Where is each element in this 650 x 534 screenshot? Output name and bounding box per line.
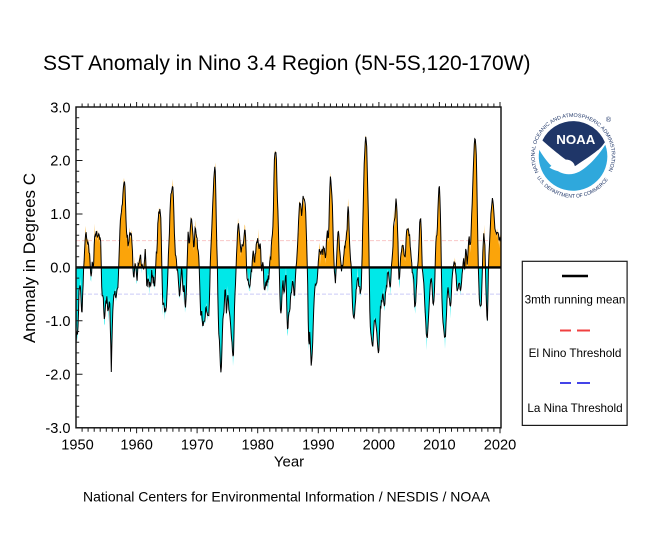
- svg-text:1.0: 1.0: [50, 207, 70, 223]
- svg-text:®: ®: [606, 116, 612, 124]
- svg-text:1970: 1970: [181, 438, 213, 454]
- svg-text:3.0: 3.0: [50, 100, 70, 116]
- svg-text:NOAA: NOAA: [556, 132, 595, 147]
- svg-text:1980: 1980: [241, 438, 273, 454]
- svg-text:Year: Year: [274, 454, 304, 471]
- svg-text:Anomaly in Degrees C: Anomaly in Degrees C: [20, 173, 39, 343]
- svg-text:-3.0: -3.0: [45, 421, 70, 437]
- svg-text:La Nina Threshold: La Nina Threshold: [527, 402, 622, 415]
- svg-text:2010: 2010: [423, 438, 455, 454]
- svg-text:National Centers for Environme: National Centers for Environmental Infor…: [83, 489, 491, 505]
- svg-text:1960: 1960: [120, 438, 152, 454]
- svg-text:-2.0: -2.0: [45, 368, 70, 384]
- svg-text:El Nino Threshold: El Nino Threshold: [529, 347, 622, 360]
- svg-text:-1.0: -1.0: [45, 314, 70, 330]
- svg-text:2.0: 2.0: [50, 154, 70, 170]
- svg-text:1950: 1950: [61, 438, 93, 454]
- svg-text:0.0: 0.0: [50, 261, 70, 277]
- svg-text:1990: 1990: [302, 438, 334, 454]
- svg-text:2000: 2000: [363, 438, 395, 454]
- svg-text:SST Anomaly in Nino 3.4 Region: SST Anomaly in Nino 3.4 Region (5N-5S,12…: [43, 52, 531, 75]
- svg-text:2020: 2020: [484, 438, 516, 454]
- svg-text:3mth running mean: 3mth running mean: [525, 294, 626, 307]
